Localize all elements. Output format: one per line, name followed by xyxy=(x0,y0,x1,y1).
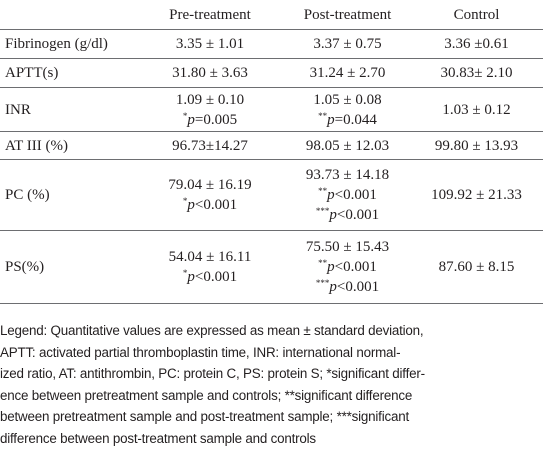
row-label: PS(%) xyxy=(0,230,135,304)
value-line: 31.24 ± 2.70 xyxy=(309,65,386,81)
value-cell: 75.50 ± 15.43 **p<0.001 ***p<0.001 xyxy=(285,230,410,304)
value-cell: 1.09 ± 0.10 *p=0.005 xyxy=(135,87,285,132)
value-cell: 30.83± 2.10 xyxy=(410,58,543,88)
value-cell: 1.03 ± 0.12 xyxy=(410,87,543,132)
significance-line: *p=0.005 xyxy=(135,110,285,130)
significance-line: *p<0.001 xyxy=(135,195,285,215)
p-value: =0.005 xyxy=(194,111,238,128)
legend-line: ence between pretreatment sample and con… xyxy=(0,387,413,403)
value-cell: 31.24 ± 2.70 xyxy=(285,58,410,88)
legend-line: ized ratio, AT: antithrombin, PC: protei… xyxy=(0,366,425,381)
table-row: INR 1.09 ± 0.10 *p=0.005 1.05 ± 0.08 **p=0.0… xyxy=(0,87,543,132)
value-cell: 3.36 ±0.61 xyxy=(410,29,543,59)
data-table: Pre-treatment Post-treatment Control Fibri… xyxy=(0,0,543,304)
p-value: <0.001 xyxy=(336,207,380,223)
value-line: 3.35 ± 1.01 xyxy=(175,36,245,52)
row-label: AT III (%) xyxy=(0,131,135,160)
column-header: Post-treatment xyxy=(285,0,410,30)
row-label: PC (%) xyxy=(0,159,135,231)
value-cell: 54.04 ± 16.11 *p<0.001 xyxy=(135,230,285,304)
value-cell: 109.92 ± 21.33 xyxy=(410,159,543,231)
legend-line: APTT: activated partial thromboplastin t… xyxy=(0,344,401,360)
p-symbol: p xyxy=(187,111,195,128)
value-line: 30.83± 2.10 xyxy=(440,65,513,81)
significance-line: ***p<0.001 xyxy=(285,205,410,225)
value-line: 31.80 ± 3.63 xyxy=(172,65,248,81)
significance-line: **p=0.044 xyxy=(285,110,410,130)
value-cell: 87.60 ± 8.15 xyxy=(410,230,543,304)
value-line: 109.92 ± 21.33 xyxy=(431,187,522,203)
significance-stars: ** xyxy=(318,110,328,121)
significance-line: **p<0.001 xyxy=(285,185,410,205)
row-label: INR xyxy=(0,87,135,132)
value-cell: 98.05 ± 12.03 xyxy=(285,131,410,160)
p-symbol: p xyxy=(327,111,335,128)
p-symbol: p xyxy=(327,259,335,275)
table-row: Fibrinogen (g/dl) 3.35 ± 1.01 3.37 ± 0.75 3… xyxy=(0,29,543,59)
table-row: PC (%) 79.04 ± 16.19 *p<0.001 93.73 ± 14.18… xyxy=(0,159,543,231)
corner-cell xyxy=(0,0,135,30)
significance-stars: *** xyxy=(315,278,330,288)
value-cell: 3.35 ± 1.01 xyxy=(135,29,285,59)
value-line: 3.36 ±0.61 xyxy=(444,36,509,52)
legend-line: difference between post-treatment sample… xyxy=(0,430,316,446)
value-cell: 96.73±14.27 xyxy=(135,131,285,160)
table-row: APTT(s) 31.80 ± 3.63 31.24 ± 2.70 30.83± 2.… xyxy=(0,58,543,88)
table-row: PS(%) 54.04 ± 16.11 *p<0.001 75.50 ± 15.43 *… xyxy=(0,230,543,304)
significance-stars: * xyxy=(182,110,188,121)
value-line: 93.73 ± 14.18 xyxy=(305,167,390,183)
value-line: 98.05 ± 12.03 xyxy=(305,137,390,154)
significance-stars: *** xyxy=(315,206,330,216)
row-label: Fibrinogen (g/dl) xyxy=(0,29,135,59)
value-line: 3.37 ± 0.75 xyxy=(313,36,382,52)
p-symbol: p xyxy=(329,279,337,295)
p-value: <0.001 xyxy=(194,269,238,285)
significance-stars: * xyxy=(182,268,188,278)
value-line: 1.05 ± 0.08 xyxy=(313,91,382,108)
significance-line: **p<0.001 xyxy=(285,257,410,277)
legend-line: between pretreatment sample and post-tre… xyxy=(0,409,409,424)
value-line: 96.73±14.27 xyxy=(172,137,248,154)
header-row: Pre-treatment Post-treatment Control xyxy=(0,0,543,30)
column-header: Control xyxy=(410,0,543,30)
p-symbol: p xyxy=(187,269,195,285)
p-symbol: p xyxy=(187,197,195,213)
significance-stars: ** xyxy=(318,258,328,268)
value-line: 79.04 ± 16.19 xyxy=(168,177,252,193)
value-cell: 79.04 ± 16.19 *p<0.001 xyxy=(135,159,285,231)
p-value: <0.001 xyxy=(334,187,377,203)
value-line: 1.09 ± 0.10 xyxy=(175,91,245,108)
significance-line: *p<0.001 xyxy=(135,267,285,287)
value-line: 54.04 ± 16.11 xyxy=(168,249,252,265)
p-value: <0.001 xyxy=(334,259,377,275)
significance-stars: * xyxy=(182,196,188,206)
p-symbol: p xyxy=(329,207,337,223)
table-row: AT III (%) 96.73±14.27 98.05 ± 12.03 99.80 … xyxy=(0,131,543,160)
value-line: 75.50 ± 15.43 xyxy=(305,239,390,255)
value-cell: 1.05 ± 0.08 **p=0.044 xyxy=(285,87,410,132)
significance-stars: ** xyxy=(318,186,328,196)
p-symbol: p xyxy=(327,187,335,203)
value-cell: 99.80 ± 13.93 xyxy=(410,131,543,160)
p-value: =0.044 xyxy=(334,111,377,128)
value-line: 1.03 ± 0.12 xyxy=(442,101,511,118)
p-value: <0.001 xyxy=(194,197,238,213)
table-body: Fibrinogen (g/dl) 3.35 ± 1.01 3.37 ± 0.75 3… xyxy=(0,29,543,304)
value-cell: 3.37 ± 0.75 xyxy=(285,29,410,59)
legend-line: Legend: Quantitative values are expresse… xyxy=(0,323,424,338)
legend: Legend: Quantitative values are expresse… xyxy=(0,320,543,449)
p-value: <0.001 xyxy=(336,279,380,295)
column-header: Pre-treatment xyxy=(135,0,285,30)
value-line: 87.60 ± 8.15 xyxy=(438,259,515,275)
value-line: 99.80 ± 13.93 xyxy=(434,137,519,154)
significance-line: ***p<0.001 xyxy=(285,277,410,297)
value-cell: 31.80 ± 3.63 xyxy=(135,58,285,88)
row-label: APTT(s) xyxy=(0,58,135,88)
value-cell: 93.73 ± 14.18 **p<0.001 ***p<0.001 xyxy=(285,159,410,231)
